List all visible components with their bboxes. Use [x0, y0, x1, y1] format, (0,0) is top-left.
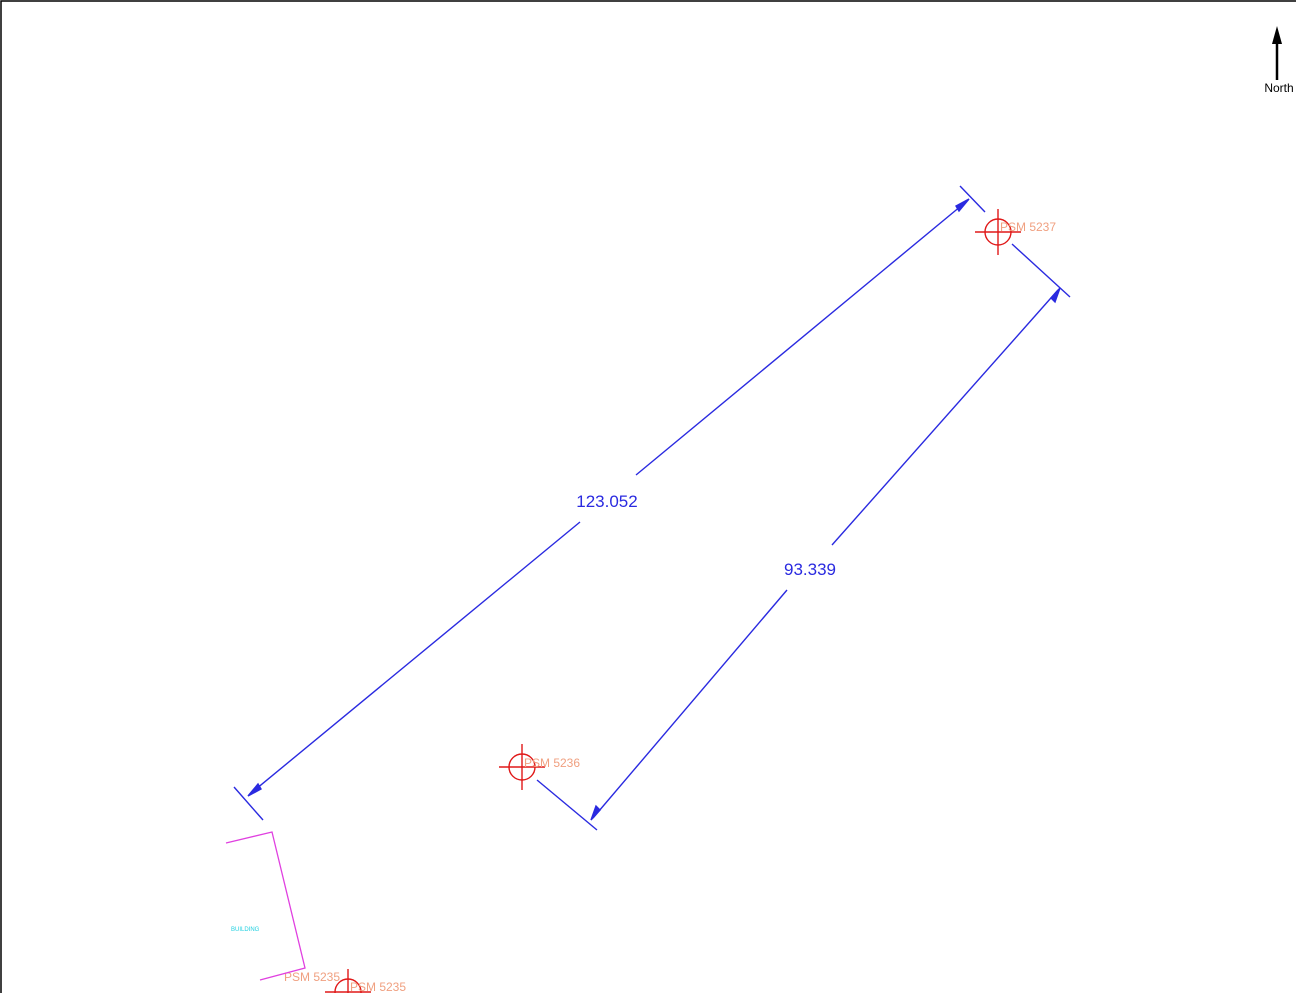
survey-mark	[499, 744, 545, 790]
north-label: North	[1264, 81, 1293, 95]
building-outline	[225, 831, 306, 981]
building-label: BUILDING	[231, 927, 260, 933]
dimension-line	[536, 287, 1061, 831]
dimension-line	[233, 185, 1071, 821]
survey-mark-label: PSM 5235	[350, 980, 406, 993]
north-arrow	[1272, 26, 1282, 80]
dimension-label: 93.339	[784, 560, 836, 579]
dimension-label: 123.052	[576, 492, 637, 511]
survey-mark-label: PSM 5235	[284, 970, 340, 984]
survey-mark-label: PSM 5236	[524, 756, 580, 770]
survey-mark	[975, 209, 1021, 255]
survey-mark	[325, 969, 371, 993]
survey-mark-label: PSM 5237	[1000, 220, 1056, 234]
